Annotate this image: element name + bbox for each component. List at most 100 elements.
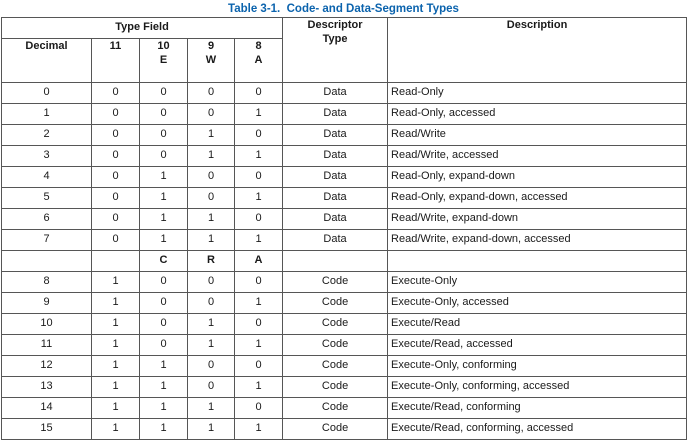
cell-decimal: 13 bbox=[1, 376, 92, 398]
cell-b10: 1 bbox=[139, 166, 188, 188]
cell-description: Execute-Only, conforming bbox=[387, 355, 687, 377]
cell-decimal: 11 bbox=[1, 334, 92, 356]
cell-b10: 1 bbox=[139, 208, 188, 230]
cell-b9: 0 bbox=[187, 271, 235, 293]
cell-b8: 0 bbox=[233, 124, 284, 146]
table-header: Type Field Descriptor Type Description D… bbox=[0, 17, 687, 83]
cell-b8: 1 bbox=[233, 376, 284, 398]
cell-type: Data bbox=[282, 208, 389, 230]
table-row: 13 1 1 0 1 Code Execute-Only, conforming, acce… bbox=[1, 376, 687, 398]
cell-b9: 0 bbox=[187, 292, 235, 314]
cell-b10: 0 bbox=[139, 145, 188, 167]
cell-b10: 0 bbox=[139, 292, 188, 314]
cell-description: Read-Only bbox=[387, 82, 687, 104]
cell-b10: 0 bbox=[139, 334, 188, 356]
cell-b8: 0 bbox=[233, 271, 284, 293]
header-row-1: Type Field Descriptor Type Description bbox=[0, 17, 687, 83]
cell-description: Execute/Read, conforming, accessed bbox=[387, 418, 687, 440]
cell-b8: 1 bbox=[233, 334, 284, 356]
cell-decimal: 0 bbox=[1, 82, 92, 104]
cell-b10: 0 bbox=[139, 271, 188, 293]
cell-description: Execute/Read, accessed bbox=[387, 334, 687, 356]
cell-description: Execute-Only, conforming, accessed bbox=[387, 376, 687, 398]
cell-description: Read/Write bbox=[387, 124, 687, 146]
cell-empty bbox=[387, 250, 687, 272]
cell-r-flag: R bbox=[187, 250, 235, 272]
table-row: 6 0 1 1 0 Data Read/Write, expand-down bbox=[1, 208, 687, 230]
cell-type: Code bbox=[282, 292, 389, 314]
cell-a-flag: A bbox=[233, 250, 284, 272]
cell-b8: 0 bbox=[233, 397, 284, 419]
cell-b11: 0 bbox=[91, 229, 140, 251]
cell-b8: 1 bbox=[233, 145, 284, 167]
cell-description: Read-Only, accessed bbox=[387, 103, 687, 125]
header-descriptor-type: Descriptor Type bbox=[282, 17, 389, 83]
cell-description: Execute-Only, accessed bbox=[387, 292, 687, 314]
cell-b11: 1 bbox=[91, 418, 140, 440]
cell-b11: 0 bbox=[91, 166, 140, 188]
cell-decimal: 1 bbox=[1, 103, 92, 125]
header-decimal: Decimal bbox=[1, 38, 92, 83]
cell-b8: 1 bbox=[233, 187, 284, 209]
cell-description: Read/Write, expand-down, accessed bbox=[387, 229, 687, 251]
cell-decimal: 9 bbox=[1, 292, 92, 314]
cell-description: Execute/Read bbox=[387, 313, 687, 335]
cell-b9: 0 bbox=[187, 103, 235, 125]
table-row: 7 0 1 1 1 Data Read/Write, expand-down, access… bbox=[1, 229, 687, 251]
cell-decimal: 8 bbox=[1, 271, 92, 293]
cell-b11: 1 bbox=[91, 313, 140, 335]
header-bit-10-num: 10 bbox=[157, 40, 170, 52]
cell-b11: 0 bbox=[91, 187, 140, 209]
table-row: 10 1 0 1 0 Code Execute/Read bbox=[1, 313, 687, 335]
cell-b10: 1 bbox=[139, 397, 188, 419]
cell-b11: 0 bbox=[91, 103, 140, 125]
cell-type: Code bbox=[282, 376, 389, 398]
header-bit-11: 11 bbox=[91, 38, 140, 83]
cell-description: Read-Only, expand-down, accessed bbox=[387, 187, 687, 209]
cell-b8: 0 bbox=[233, 208, 284, 230]
cell-b10: 1 bbox=[139, 229, 188, 251]
table-row: 1 0 0 0 1 Data Read-Only, accessed bbox=[1, 103, 687, 125]
cell-empty bbox=[282, 250, 389, 272]
table-row: 15 1 1 1 1 Code Execute/Read, conforming, acce… bbox=[1, 418, 687, 440]
header-bit-8-flag: A bbox=[254, 53, 263, 66]
cell-decimal: 15 bbox=[1, 418, 92, 440]
cell-b9: 1 bbox=[187, 145, 235, 167]
cell-b9: 0 bbox=[187, 187, 235, 209]
cell-b9: 1 bbox=[187, 313, 235, 335]
cell-b9: 1 bbox=[187, 124, 235, 146]
cell-b8: 1 bbox=[233, 418, 284, 440]
segment-types-table: Type Field Descriptor Type Description D… bbox=[0, 17, 687, 440]
cell-b8: 1 bbox=[233, 229, 284, 251]
header-description: Description bbox=[387, 17, 687, 83]
cell-b8: 0 bbox=[233, 82, 284, 104]
header-bit-8: 8 A bbox=[233, 38, 284, 83]
cell-b8: 1 bbox=[233, 292, 284, 314]
header-bit-8-num: 8 bbox=[255, 40, 262, 52]
cell-b11: 0 bbox=[91, 145, 140, 167]
table-row: 14 1 1 1 0 Code Execute/Read, conforming bbox=[1, 397, 687, 419]
cell-type: Data bbox=[282, 82, 389, 104]
table-row: 5 0 1 0 1 Data Read-Only, expand-down, accesse… bbox=[1, 187, 687, 209]
cell-b11: 1 bbox=[91, 334, 140, 356]
header-type-field: Type Field bbox=[0, 17, 284, 39]
cell-b10: 0 bbox=[139, 313, 188, 335]
cell-b11: 0 bbox=[91, 208, 140, 230]
table-row: 2 0 0 1 0 Data Read/Write bbox=[1, 124, 687, 146]
cell-decimal: 7 bbox=[1, 229, 92, 251]
cell-type: Code bbox=[282, 355, 389, 377]
cell-empty bbox=[91, 250, 140, 272]
cell-description: Read-Only, expand-down bbox=[387, 166, 687, 188]
cell-b9: 0 bbox=[187, 355, 235, 377]
table-row: 8 1 0 0 0 Code Execute-Only bbox=[1, 271, 687, 293]
cell-type: Data bbox=[282, 124, 389, 146]
cell-b9: 0 bbox=[187, 82, 235, 104]
cell-b11: 1 bbox=[91, 292, 140, 314]
cell-description: Execute-Only bbox=[387, 271, 687, 293]
cell-b8: 0 bbox=[233, 355, 284, 377]
cell-type: Code bbox=[282, 418, 389, 440]
cell-b9: 1 bbox=[187, 229, 235, 251]
cell-type: Code bbox=[282, 397, 389, 419]
